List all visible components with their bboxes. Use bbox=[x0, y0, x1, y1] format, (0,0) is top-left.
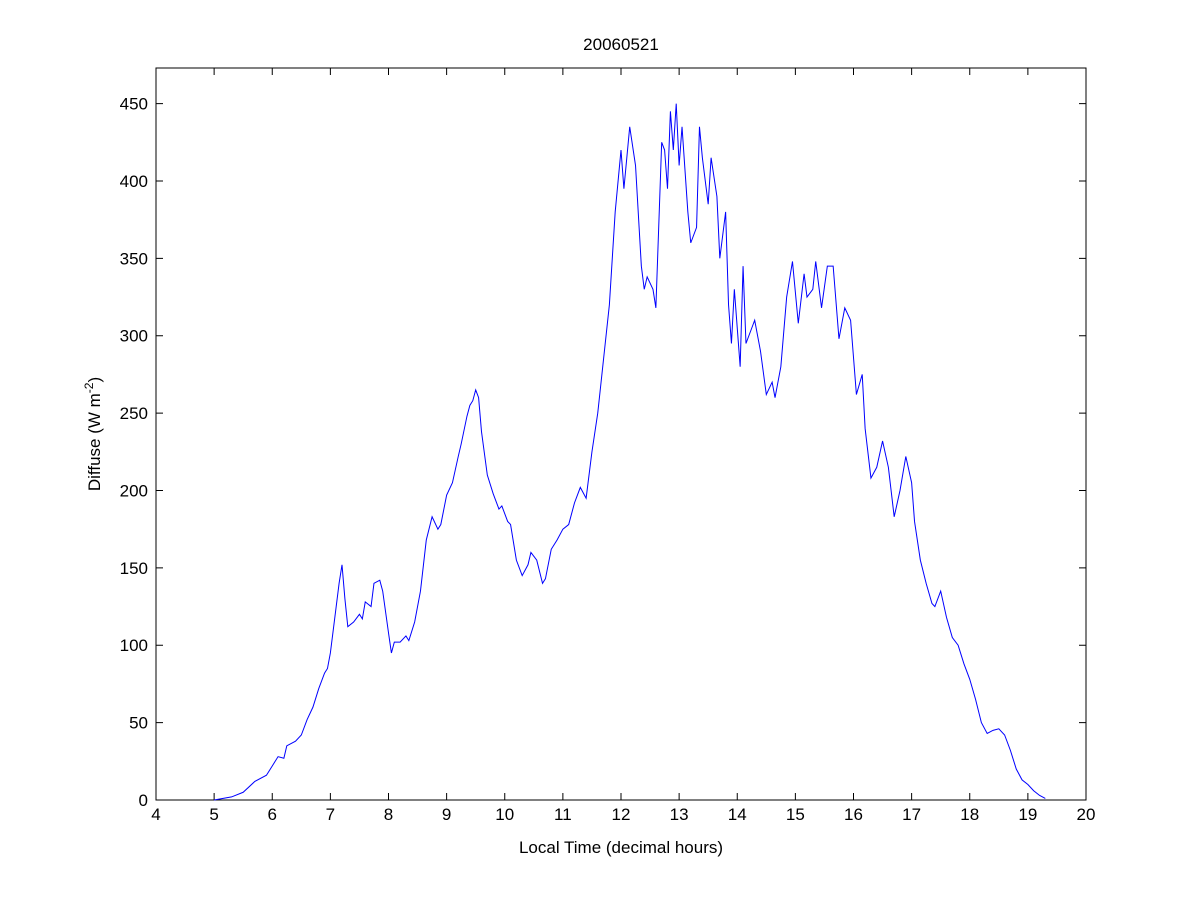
x-tick-label: 6 bbox=[268, 805, 277, 824]
y-axis-label: Diffuse (W m-2) bbox=[82, 377, 104, 491]
x-tick-label: 5 bbox=[209, 805, 218, 824]
y-tick-label: 350 bbox=[120, 249, 148, 268]
x-tick-label: 12 bbox=[612, 805, 631, 824]
x-tick-label: 7 bbox=[326, 805, 335, 824]
y-label-text: Diffuse (W m bbox=[85, 393, 104, 491]
y-tick-label: 200 bbox=[120, 481, 148, 500]
x-tick-label: 13 bbox=[670, 805, 689, 824]
x-tick-label: 11 bbox=[554, 805, 572, 824]
x-tick-label: 14 bbox=[728, 805, 747, 824]
y-tick-label: 400 bbox=[120, 172, 148, 191]
y-label-sup: -2 bbox=[82, 382, 96, 393]
x-tick-label: 18 bbox=[960, 805, 979, 824]
chart-title: 20060521 bbox=[583, 35, 659, 54]
x-axis-label: Local Time (decimal hours) bbox=[519, 838, 723, 857]
x-tick-label: 17 bbox=[902, 805, 921, 824]
x-tick-label: 16 bbox=[844, 805, 863, 824]
y-tick-label: 0 bbox=[139, 791, 148, 810]
x-tick-label: 20 bbox=[1077, 805, 1096, 824]
y-tick-label: 250 bbox=[120, 404, 148, 423]
y-tick-label: 300 bbox=[120, 327, 148, 346]
x-tick-label: 8 bbox=[384, 805, 393, 824]
y-tick-label: 50 bbox=[129, 714, 148, 733]
y-tick-label: 150 bbox=[120, 559, 148, 578]
y-label-end: ) bbox=[85, 377, 104, 383]
x-tick-label: 10 bbox=[495, 805, 514, 824]
plot-box bbox=[155, 67, 1087, 801]
x-tick-label: 9 bbox=[442, 805, 451, 824]
data-line bbox=[214, 103, 1046, 801]
x-tick-label: 4 bbox=[151, 805, 160, 824]
y-tick-label: 100 bbox=[120, 636, 148, 655]
x-tick-label: 19 bbox=[1018, 805, 1037, 824]
x-tick-label: 15 bbox=[786, 805, 805, 824]
y-tick-label: 450 bbox=[120, 95, 148, 114]
